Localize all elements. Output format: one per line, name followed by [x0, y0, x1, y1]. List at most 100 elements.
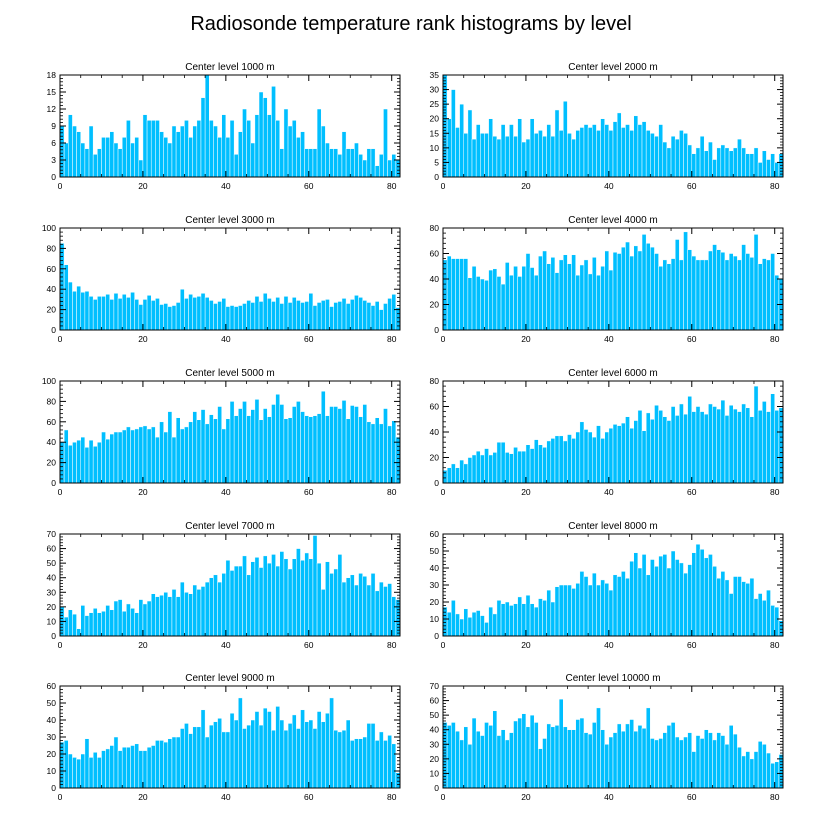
bar-series: [59, 535, 401, 637]
x-tick-label: 60: [304, 640, 314, 650]
y-tick-label: 18: [47, 70, 57, 80]
bar: [383, 586, 388, 637]
bar: [349, 574, 355, 637]
bar: [242, 108, 247, 178]
bar: [395, 307, 401, 331]
bar: [126, 603, 131, 637]
bar: [80, 436, 86, 484]
bar: [134, 299, 140, 331]
bar: [737, 411, 742, 484]
bar: [600, 118, 605, 178]
bar: [304, 301, 310, 331]
bar: [225, 137, 231, 178]
bar: [446, 725, 452, 789]
y-tick-label: 20: [47, 602, 57, 612]
bar: [59, 125, 65, 178]
bar: [121, 294, 127, 331]
bar: [92, 608, 98, 637]
bar: [209, 120, 214, 178]
bar: [600, 729, 605, 789]
bar: [745, 751, 751, 789]
bar: [488, 454, 494, 484]
bar: [699, 738, 705, 789]
bar: [658, 410, 664, 484]
x-tick-label: 20: [521, 487, 531, 497]
bar: [391, 596, 397, 637]
bar: [291, 406, 297, 484]
bar: [271, 301, 276, 331]
bar: [312, 728, 318, 789]
bar: [184, 723, 189, 789]
bar: [492, 613, 498, 637]
bar: [621, 730, 626, 789]
bar: [658, 124, 664, 178]
bar-series: [442, 543, 784, 637]
bar: [654, 404, 659, 484]
bar: [258, 301, 264, 331]
bar: [658, 266, 664, 331]
bar: [683, 231, 688, 331]
bar: [167, 738, 173, 789]
bar: [329, 306, 334, 331]
bar: [679, 259, 684, 331]
bar: [146, 120, 152, 178]
bar: [687, 249, 693, 331]
y-tick-label: 50: [47, 558, 57, 568]
bar: [674, 138, 680, 178]
bar: [687, 396, 693, 484]
bar: [333, 568, 339, 637]
y-tick-label: 0: [51, 783, 56, 793]
bar: [575, 431, 581, 484]
bar: [267, 298, 272, 331]
bar: [105, 137, 111, 178]
bar: [204, 74, 210, 178]
x-tick-label: 20: [138, 487, 148, 497]
bar: [267, 562, 272, 637]
x-tick-label: 60: [304, 181, 314, 191]
bar: [691, 552, 697, 637]
bar: [496, 600, 502, 637]
y-tick-label: 60: [47, 544, 57, 554]
bar: [167, 142, 173, 178]
bar: [262, 555, 268, 637]
bar: [558, 259, 564, 331]
bar: [84, 615, 90, 637]
bar: [554, 272, 560, 331]
bar: [76, 758, 81, 789]
bar: [459, 739, 464, 789]
bar: [757, 263, 763, 331]
bar: [629, 560, 634, 637]
bar: [455, 467, 460, 484]
bar: [92, 299, 98, 331]
bar: [117, 750, 123, 789]
bar: [142, 603, 148, 637]
bar: [604, 431, 610, 484]
bar: [695, 259, 701, 331]
bar: [442, 606, 448, 637]
x-tick-label: 20: [521, 640, 531, 650]
bar: [192, 584, 198, 637]
bar: [737, 259, 742, 331]
bar: [749, 257, 755, 331]
bar: [209, 300, 214, 331]
bar: [179, 125, 185, 178]
bar: [250, 561, 256, 637]
y-tick-label: 80: [47, 243, 57, 253]
x-tick-label: 20: [138, 792, 148, 802]
bar: [325, 415, 330, 484]
bar: [637, 410, 643, 484]
bar: [155, 596, 160, 637]
panel-title: Center level 6000 m: [568, 368, 658, 379]
bar: [762, 150, 767, 178]
bar: [529, 714, 535, 789]
bar: [267, 711, 272, 789]
bar: [542, 135, 547, 178]
bar: [159, 740, 164, 789]
bar: [716, 249, 722, 331]
bar: [679, 739, 684, 789]
bar: [138, 426, 144, 484]
bar: [488, 269, 494, 331]
bar: [155, 436, 160, 484]
bar: [770, 153, 775, 178]
bar: [300, 302, 305, 331]
